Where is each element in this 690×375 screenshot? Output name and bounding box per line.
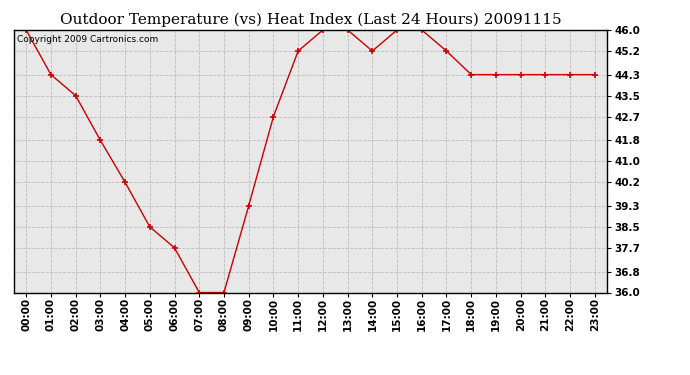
- Text: Copyright 2009 Cartronics.com: Copyright 2009 Cartronics.com: [17, 35, 158, 44]
- Title: Outdoor Temperature (vs) Heat Index (Last 24 Hours) 20091115: Outdoor Temperature (vs) Heat Index (Las…: [60, 13, 561, 27]
